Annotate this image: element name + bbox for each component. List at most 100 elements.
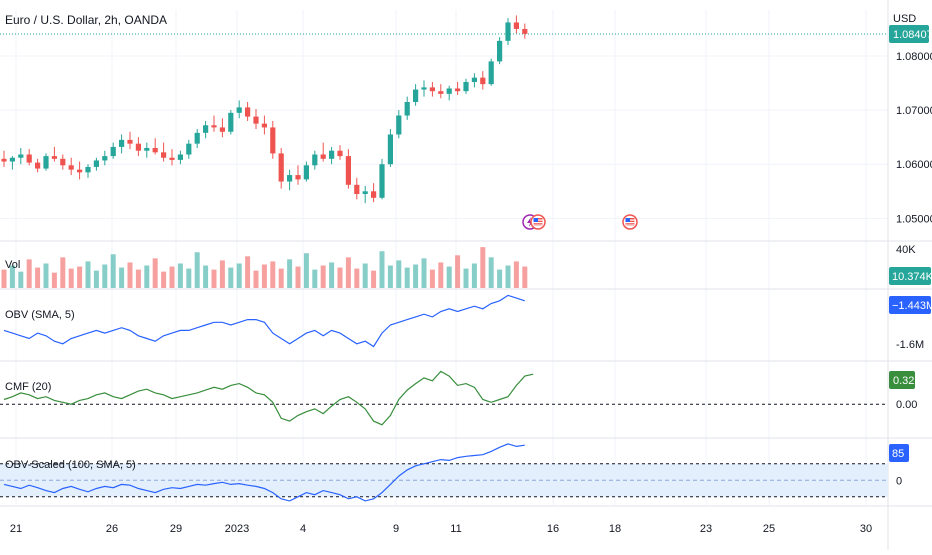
- candle-body: [60, 158, 66, 166]
- candle-body: [236, 107, 242, 113]
- time-tick-label: 26: [106, 523, 118, 535]
- time-tick-label: 4: [300, 523, 306, 535]
- candle-body: [505, 22, 511, 41]
- candle-body: [177, 154, 183, 160]
- candle-body: [421, 87, 427, 90]
- candle-body: [295, 175, 301, 180]
- candle-body: [337, 150, 343, 157]
- candle-body: [303, 165, 309, 180]
- volume-bar: [253, 270, 259, 288]
- volume-bar: [68, 268, 74, 288]
- volume-bar: [203, 265, 209, 288]
- candle-body: [211, 125, 217, 128]
- candle-body: [312, 154, 318, 166]
- volume-tick-label: 40K: [896, 244, 916, 256]
- cmf-pane[interactable]: [0, 370, 888, 426]
- volume-bar: [35, 267, 41, 288]
- volume-pane[interactable]: [1, 247, 528, 288]
- volume-bar: [77, 266, 83, 288]
- volume-bar: [463, 268, 469, 288]
- volume-bar: [295, 266, 301, 288]
- volume-bar: [497, 269, 503, 288]
- candle-body: [379, 164, 385, 198]
- events[interactable]: [522, 214, 638, 230]
- time-tick-label: 18: [609, 523, 621, 535]
- obv-scaled-value: 85: [892, 448, 904, 460]
- candle-body: [522, 28, 528, 34]
- candle-body: [68, 165, 74, 170]
- candle-body: [362, 191, 368, 194]
- volume-bar: [471, 263, 477, 288]
- volume-bar: [211, 269, 217, 288]
- us-flag-icon[interactable]: [622, 214, 638, 230]
- candle-body: [463, 81, 469, 92]
- candle-body: [261, 123, 267, 128]
- volume-bar: [337, 267, 343, 288]
- obv-scaled-line: [3, 443, 525, 502]
- volume-bar: [303, 253, 309, 288]
- time-tick-label: 30: [860, 523, 872, 535]
- obv-scaled-value-badge: 85: [889, 444, 909, 462]
- candle-body: [102, 156, 108, 161]
- candle-body: [127, 139, 133, 144]
- volume-bar: [93, 270, 99, 288]
- volume-bar: [60, 257, 66, 288]
- volume-bar: [421, 258, 427, 288]
- candle-body: [152, 148, 158, 153]
- volume-bar: [345, 257, 351, 288]
- obv-line: [3, 294, 525, 348]
- volume-bar: [85, 261, 91, 288]
- volume-bar: [429, 269, 435, 288]
- volume-bar: [169, 266, 175, 288]
- us-flag-icon[interactable]: [530, 214, 546, 230]
- candle-body: [219, 127, 225, 132]
- cmf-tick-label: 0.00: [896, 399, 917, 411]
- grid: [0, 10, 888, 505]
- candle-body: [253, 116, 259, 124]
- candle-body: [455, 88, 461, 92]
- obv-scaled-label: OBV-Scaled (100, SMA, 5): [5, 459, 136, 471]
- currency-label: USD: [893, 13, 916, 25]
- obv-label: OBV (SMA, 5): [5, 309, 75, 321]
- candle-body: [43, 156, 49, 169]
- time-tick-label: 23: [700, 523, 712, 535]
- obv-pane[interactable]: [3, 294, 525, 348]
- obv-scaled-tick-label: 0: [896, 475, 902, 487]
- time-tick-label: 29: [170, 523, 182, 535]
- obv-value-badge: −1.443M: [889, 296, 932, 314]
- candle-body: [497, 40, 503, 62]
- candle-body: [480, 77, 486, 85]
- last-price-value: 1.08407: [893, 29, 932, 41]
- volume-bar: [387, 265, 393, 288]
- volume-bar: [119, 267, 125, 288]
- volume-label: Vol: [5, 259, 20, 271]
- candle-body: [270, 127, 276, 154]
- volume-bar: [194, 252, 200, 288]
- volume-bar: [278, 268, 284, 288]
- candle-body: [245, 107, 251, 117]
- volume-bar: [522, 266, 528, 288]
- price-tick-label: 1.07000: [896, 105, 932, 117]
- price-pane[interactable]: [0, 15, 888, 204]
- volume-bar: [455, 255, 461, 288]
- chart-title: Euro / U.S. Dollar, 2h, OANDA: [5, 13, 167, 27]
- volume-bar: [236, 263, 242, 288]
- candle-body: [354, 184, 360, 194]
- candle-body: [203, 125, 209, 133]
- volume-bar: [379, 251, 385, 288]
- candle-body: [135, 143, 141, 151]
- volume-bar: [228, 267, 234, 288]
- candle-body: [144, 148, 150, 151]
- obv-scaled-pane[interactable]: [0, 443, 888, 502]
- obv-tick-label: -1.6M: [896, 339, 924, 351]
- candle-body: [345, 156, 351, 185]
- candle-body: [396, 115, 402, 135]
- volume-bar: [26, 259, 32, 288]
- time-tick-label: 9: [393, 523, 399, 535]
- candle-body: [488, 61, 494, 85]
- volume-value: 10.374K: [892, 271, 932, 283]
- candle-body: [110, 146, 116, 157]
